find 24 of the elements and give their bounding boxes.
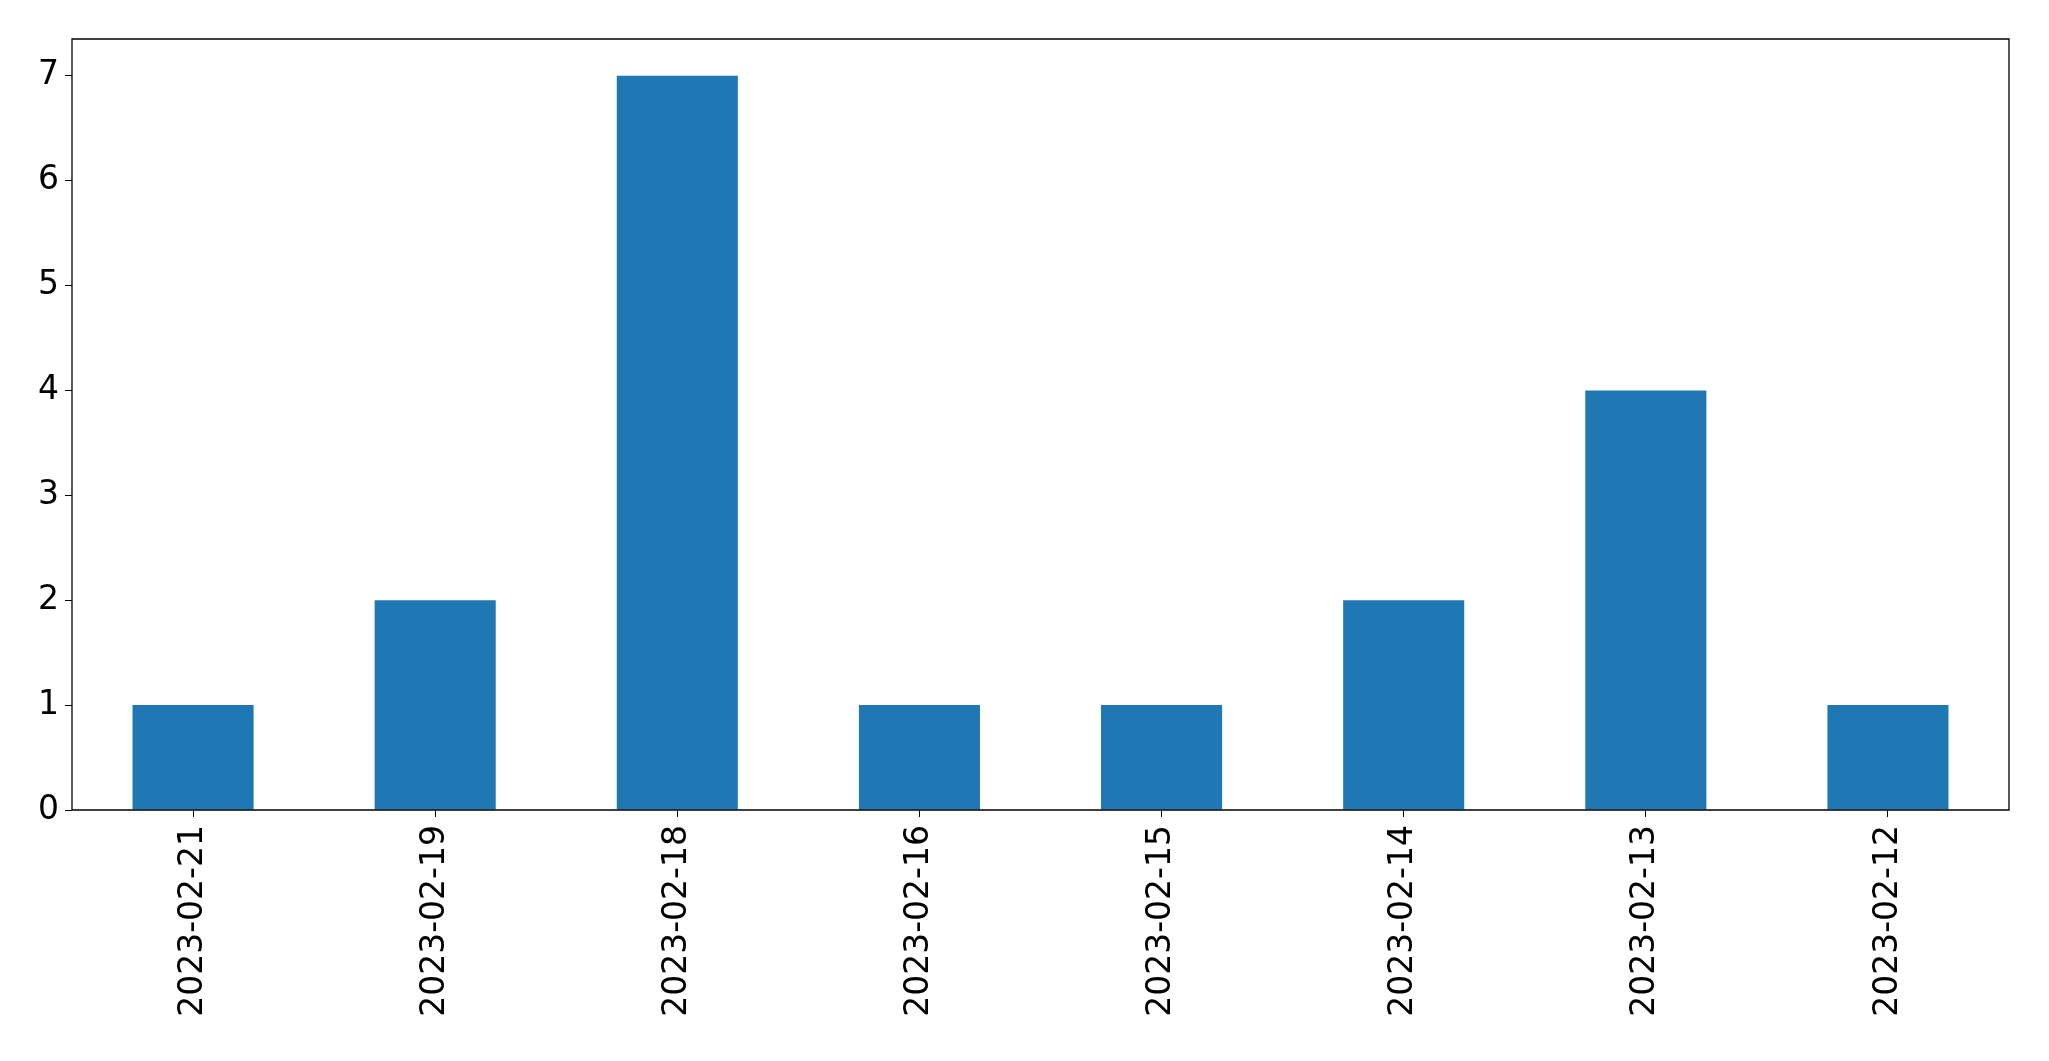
bar xyxy=(132,705,254,810)
bar xyxy=(1827,705,1949,810)
x-tick-label: 2023-02-13 xyxy=(1623,825,1663,1017)
x-tick-label: 2023-02-12 xyxy=(1865,825,1905,1017)
y-tick-label: 3 xyxy=(38,472,59,512)
x-tick-label: 2023-02-15 xyxy=(1139,825,1179,1017)
y-tick-label: 2 xyxy=(38,577,59,617)
bar xyxy=(1343,600,1465,810)
y-tick-label: 7 xyxy=(38,53,59,93)
x-tick-label: 2023-02-16 xyxy=(897,825,937,1017)
x-tick-label: 2023-02-14 xyxy=(1381,825,1421,1017)
bar xyxy=(374,600,496,810)
y-tick-label: 0 xyxy=(38,787,59,827)
y-tick-label: 5 xyxy=(38,263,59,303)
bar xyxy=(1101,705,1223,810)
bar xyxy=(858,705,980,810)
x-tick-label: 2023-02-19 xyxy=(412,825,452,1017)
bar xyxy=(1585,390,1707,810)
x-tick-label: 2023-02-21 xyxy=(170,825,210,1017)
y-tick-label: 4 xyxy=(38,367,59,407)
bar xyxy=(616,75,738,810)
x-tick-label: 2023-02-18 xyxy=(654,825,694,1017)
y-tick-label: 1 xyxy=(38,682,59,722)
y-tick-label: 6 xyxy=(38,158,59,198)
